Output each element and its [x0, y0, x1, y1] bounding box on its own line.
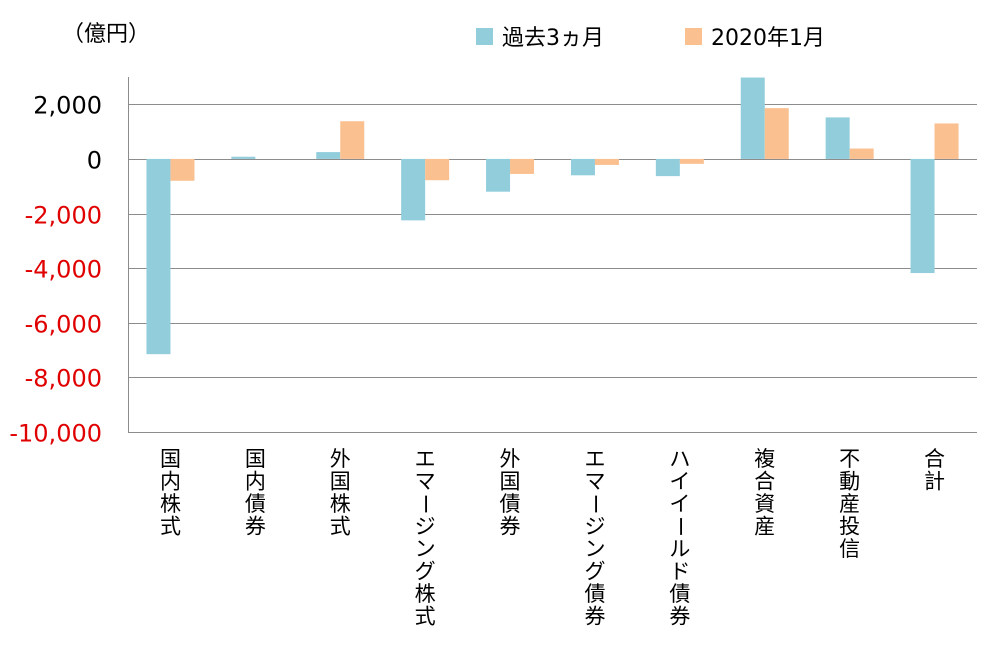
category-label: 外 [500, 447, 521, 471]
category-label: エ [415, 447, 436, 471]
category-label: 信 [839, 537, 860, 561]
bar [740, 77, 765, 159]
category-label: 資 [754, 492, 775, 516]
category-label: グ [415, 560, 436, 584]
category-label: 合 [924, 447, 945, 471]
y-tick-label: 2,000 [33, 92, 102, 120]
category-label: イ [669, 492, 690, 516]
category-label: マ [584, 470, 605, 494]
category-label: マ [415, 470, 436, 494]
y-tick-label: -4,000 [25, 256, 102, 284]
category-label: ー [413, 494, 437, 515]
category-label: ジ [584, 515, 605, 539]
bar [146, 158, 171, 355]
legend-swatch [685, 28, 702, 45]
bar [825, 117, 850, 159]
bar [170, 158, 195, 181]
category-label: 券 [500, 515, 521, 539]
bar [340, 121, 365, 159]
y-tick-label: -8,000 [25, 365, 102, 393]
category-label: ン [584, 537, 605, 561]
category-label: 計 [924, 470, 945, 494]
category-label: 産 [839, 492, 860, 516]
legend-label: 過去3ヵ月 [502, 26, 604, 51]
category-label: 券 [245, 515, 266, 539]
category-label: 不 [839, 447, 860, 471]
category-label: 国 [500, 470, 521, 494]
category-label: グ [584, 560, 605, 584]
category-label: ハ [669, 447, 690, 471]
bars [146, 77, 959, 355]
category-label: 式 [330, 515, 351, 539]
category-label: イ [669, 470, 690, 494]
tick-labels: 2,0000-2,000-4,000-6,000-8,000-10,000国内株… [9, 92, 945, 629]
legend-swatch [476, 28, 493, 45]
category-label: 式 [415, 605, 436, 629]
bar [910, 158, 935, 274]
category-label: 株 [415, 582, 436, 606]
grid-lines [128, 104, 977, 433]
category-label: 内 [160, 470, 181, 494]
category-label: 券 [584, 605, 605, 629]
category-label: 債 [500, 492, 521, 516]
bar [401, 158, 426, 221]
category-label: 産 [754, 515, 775, 539]
y-tick-label: 0 [87, 147, 102, 175]
category-label: ン [415, 537, 436, 561]
bar [849, 148, 874, 159]
category-label: ー [668, 516, 692, 537]
category-label: 債 [245, 492, 266, 516]
bar [594, 158, 619, 165]
category-label: 外 [330, 447, 351, 471]
legend: 過去3ヵ月 2020年1月 [476, 26, 825, 51]
y-tick-label: -6,000 [25, 311, 102, 339]
category-label: 合 [754, 470, 775, 494]
category-label: 株 [330, 492, 351, 516]
bar [679, 158, 704, 164]
category-label: 国 [330, 470, 351, 494]
category-label: 式 [160, 515, 181, 539]
unit-label: （億円） [62, 22, 150, 47]
bar [934, 123, 959, 159]
bar [764, 108, 789, 159]
category-label: 動 [839, 470, 860, 494]
category-label: 債 [669, 582, 690, 606]
bar [655, 158, 680, 177]
legend-label: 2020年1月 [711, 26, 825, 51]
category-label: エ [584, 447, 605, 471]
category-label: ド [669, 560, 690, 584]
category-label: 複 [754, 447, 775, 471]
category-label: ジ [415, 515, 436, 539]
category-label: 国 [160, 447, 181, 471]
y-tick-label: -2,000 [25, 202, 102, 230]
bar [570, 158, 595, 176]
bar [486, 158, 511, 192]
category-label: ー [583, 494, 607, 515]
category-label: 券 [669, 605, 690, 629]
category-label: 国 [245, 447, 266, 471]
category-label: ル [669, 537, 690, 561]
category-label: 投 [839, 515, 860, 539]
category-label: 内 [245, 470, 266, 494]
y-tick-label: -10,000 [9, 420, 102, 448]
bar [231, 156, 256, 159]
bar [425, 158, 450, 181]
category-label: 債 [584, 582, 605, 606]
bar [316, 152, 341, 159]
bar [510, 158, 535, 174]
category-label: 株 [160, 492, 181, 516]
